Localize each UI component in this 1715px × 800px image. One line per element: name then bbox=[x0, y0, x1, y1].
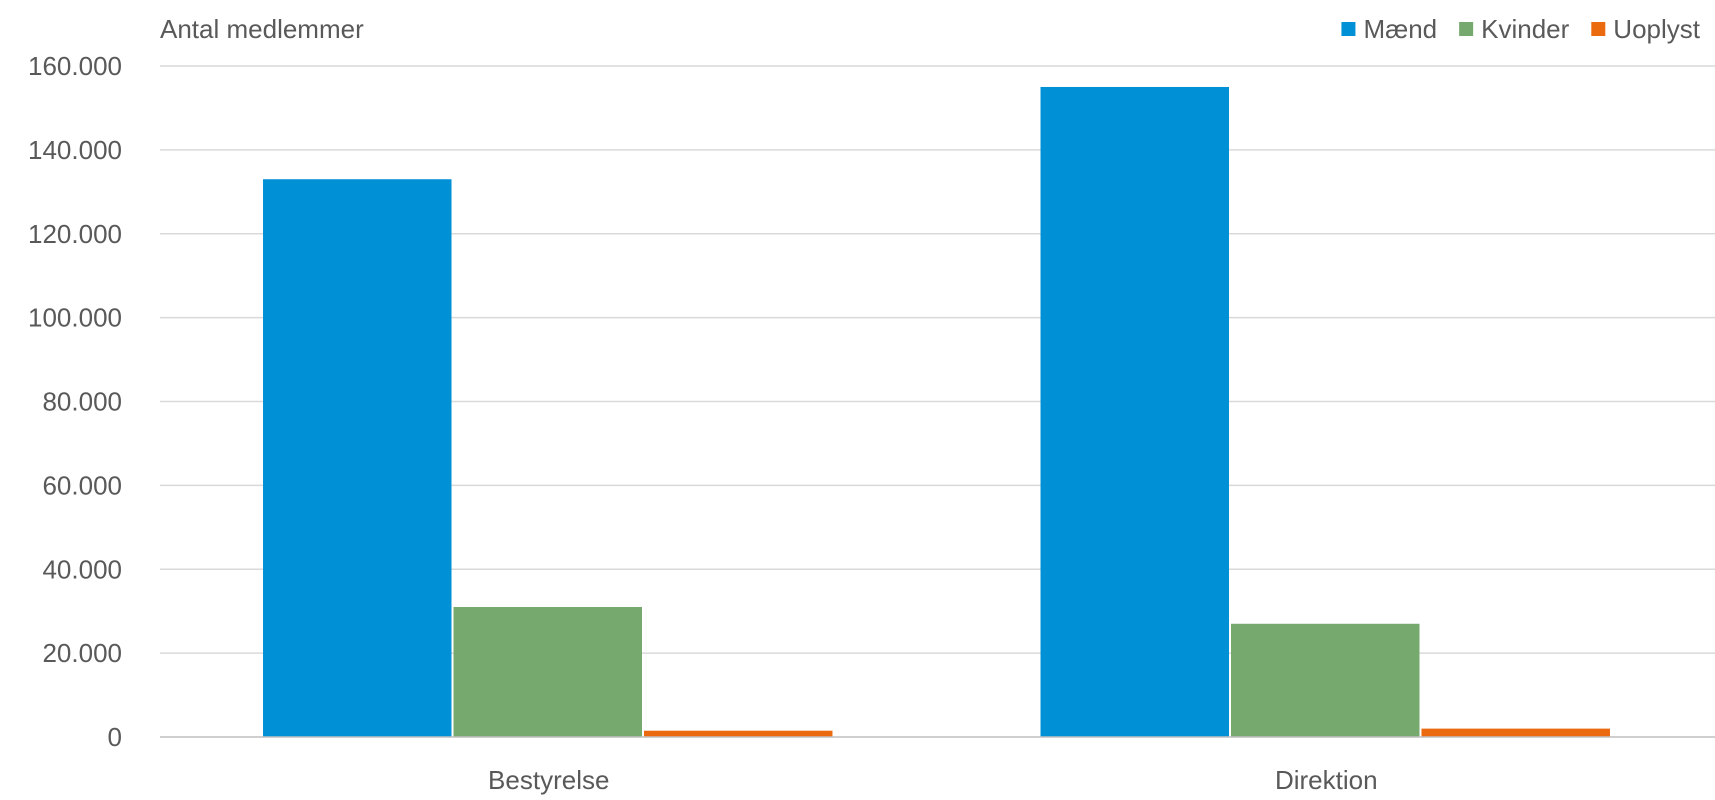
bars bbox=[263, 86, 1610, 737]
y-tick-label: 0 bbox=[108, 722, 122, 752]
bar-bestyrelse-0 bbox=[263, 179, 452, 737]
bar-direktion-1 bbox=[1231, 623, 1420, 737]
legend-swatch bbox=[1459, 22, 1474, 36]
legend-swatch bbox=[1341, 22, 1356, 36]
y-tick-label: 160.000 bbox=[28, 51, 122, 81]
y-tick-label: 140.000 bbox=[28, 135, 122, 165]
y-tick-label: 60.000 bbox=[42, 470, 122, 500]
bar-bestyrelse-2 bbox=[643, 730, 833, 737]
y-tick-label: 120.000 bbox=[28, 219, 122, 249]
y-tick-label: 40.000 bbox=[42, 554, 122, 584]
legend-label: Uoplyst bbox=[1613, 14, 1700, 44]
legend: Uoplyst Kvinder Mænd bbox=[1341, 14, 1701, 44]
legend-swatch bbox=[1591, 22, 1606, 36]
legend-label: Mænd bbox=[1363, 14, 1437, 44]
y-tick-label: 80.000 bbox=[42, 387, 122, 417]
bar-direktion-2 bbox=[1421, 728, 1610, 737]
axes: 0 20.000 40.000 60.000 80.000 100.000 120.000 1… bbox=[28, 51, 1715, 795]
y-tick-label: 100.000 bbox=[28, 303, 122, 333]
x-tick-label: Bestyrelse bbox=[488, 765, 609, 795]
x-tick-label: Direktion bbox=[1275, 765, 1378, 795]
y-tick-label: 20.000 bbox=[42, 638, 122, 668]
bar-bestyrelse-1 bbox=[453, 606, 642, 737]
legend-label: Kvinder bbox=[1481, 14, 1569, 44]
y-axis-label: Antal medlemmer bbox=[160, 14, 364, 44]
bar-direktion-0 bbox=[1040, 86, 1230, 737]
